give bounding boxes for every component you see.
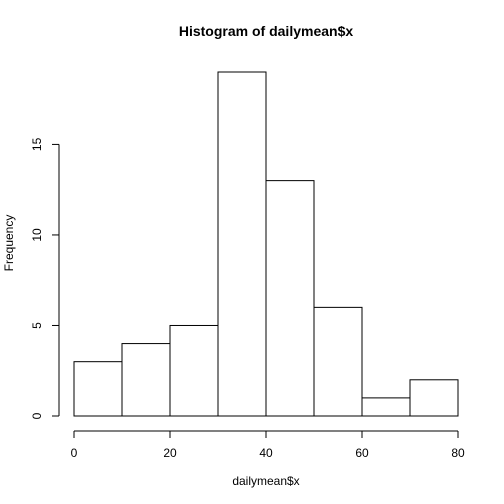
histogram-bar-4: [265, 180, 315, 417]
x-tick-label-1: 20: [163, 446, 177, 460]
y-axis: 0 5 10 15: [30, 137, 60, 419]
y-tick-label-0: 0: [30, 412, 44, 419]
bars-group: [73, 71, 459, 417]
histogram-bar-7: [409, 379, 459, 417]
histogram-bar-5: [313, 306, 363, 417]
x-axis-label: dailymean$x: [232, 474, 299, 488]
x-tick-label-4: 80: [451, 446, 465, 460]
histogram-bar-2: [169, 324, 219, 417]
histogram-bar-3: [217, 71, 267, 417]
y-tick-label-3: 15: [30, 137, 44, 151]
histogram-bar-1: [121, 343, 171, 417]
x-tick-label-3: 60: [355, 446, 369, 460]
x-tick-label-0: 0: [71, 446, 78, 460]
x-tick-label-2: 40: [259, 446, 273, 460]
y-axis-label: Frequency: [2, 215, 16, 272]
chart-title: Histogram of dailymean$x: [179, 23, 353, 39]
histogram-bar-6: [361, 397, 411, 417]
histogram-bar-0: [73, 361, 123, 417]
y-tick-label-2: 10: [30, 228, 44, 242]
y-tick-label-1: 5: [30, 322, 44, 329]
x-axis: 0 20 40 60 80: [71, 430, 465, 460]
